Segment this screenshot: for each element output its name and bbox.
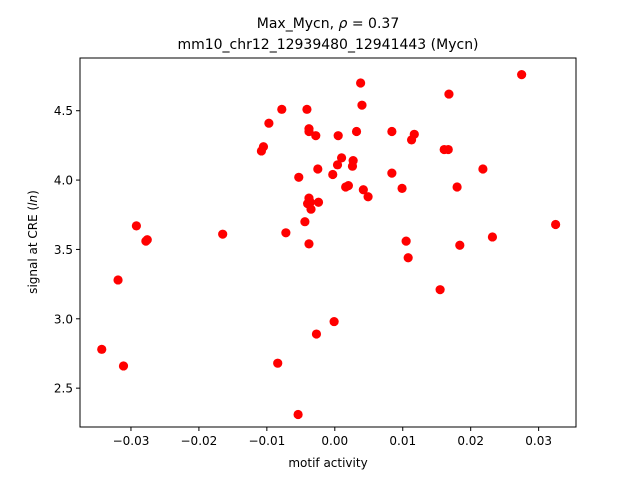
y-axis-label-prefix: signal at CRE ( [26, 206, 40, 294]
data-point [357, 100, 367, 110]
data-point [403, 253, 413, 263]
data-point [218, 229, 228, 239]
chart-title-main: Max_Mycn, [257, 16, 339, 32]
data-point [455, 240, 465, 250]
y-tick-label: 4.5 [54, 104, 73, 118]
x-tick-label: 0.03 [525, 434, 552, 448]
data-point [311, 131, 321, 141]
data-point [452, 182, 462, 192]
data-point [387, 126, 397, 137]
data-point [478, 164, 488, 174]
data-point [401, 236, 411, 246]
chart-title: Max_Mycn, ρ = 0.37 [257, 16, 399, 32]
data-point [304, 126, 314, 137]
data-point [444, 89, 454, 99]
y-axis-label: signal at CRE (ln) [26, 190, 40, 294]
data-point [273, 358, 283, 368]
data-point [97, 344, 107, 354]
chart-title-rho-value: = 0.37 [347, 16, 399, 32]
x-axis-label: motif activity [288, 456, 367, 470]
data-point [328, 169, 338, 180]
data-point [387, 168, 397, 178]
data-point [293, 409, 303, 420]
data-point [358, 185, 368, 195]
y-axis-label-suffix: ) [26, 190, 40, 195]
data-point [487, 232, 498, 242]
data-point [409, 129, 419, 139]
data-point [551, 219, 561, 230]
x-tick-label: −0.01 [248, 434, 285, 448]
data-point [118, 361, 129, 371]
data-point [277, 104, 287, 114]
data-point [306, 204, 316, 214]
data-point [329, 316, 339, 327]
data-point [517, 70, 527, 80]
data-point [294, 172, 304, 182]
x-tick-label: −0.03 [113, 434, 150, 448]
chart-subtitle: mm10_chr12_12939480_12941443 (Mycn) [177, 37, 478, 53]
data-point [443, 144, 453, 155]
data-point [336, 153, 347, 163]
data-point [281, 228, 291, 238]
x-tick-label: 0.00 [321, 434, 348, 448]
data-point [300, 217, 310, 227]
data-point [363, 192, 373, 202]
data-point [313, 164, 323, 174]
data-point [333, 131, 343, 141]
data-point [264, 118, 274, 128]
plot-frame [79, 57, 577, 428]
data-point [348, 156, 358, 166]
data-point [305, 197, 315, 207]
data-point [397, 183, 407, 193]
data-point [351, 126, 362, 137]
data-point [302, 104, 312, 114]
data-point [343, 181, 353, 191]
x-axis-ticks: −0.03 −0.02 −0.01 0.00 0.01 0.02 0.03 [113, 427, 552, 448]
data-point [435, 285, 445, 295]
data-point [313, 197, 324, 207]
data-point [113, 275, 123, 285]
y-axis-ticks: 2.5 3.0 3.5 4.0 4.5 [54, 104, 80, 396]
data-point [356, 78, 366, 88]
y-tick-label: 3.5 [54, 243, 73, 257]
data-point [304, 239, 314, 249]
data-point [311, 329, 322, 339]
y-tick-label: 4.0 [54, 174, 73, 188]
x-tick-label: −0.02 [181, 434, 218, 448]
x-tick-label: 0.01 [389, 434, 416, 448]
data-point [142, 235, 152, 245]
chart-title-rho-symbol: ρ [339, 16, 348, 32]
data-point [258, 142, 269, 152]
y-axis-label-italic: ln [26, 195, 40, 206]
y-tick-label: 2.5 [54, 382, 73, 396]
data-point [131, 221, 141, 231]
x-tick-label: 0.02 [457, 434, 484, 448]
data-points [97, 70, 561, 420]
data-point [332, 160, 343, 170]
y-tick-label: 3.0 [54, 312, 73, 326]
